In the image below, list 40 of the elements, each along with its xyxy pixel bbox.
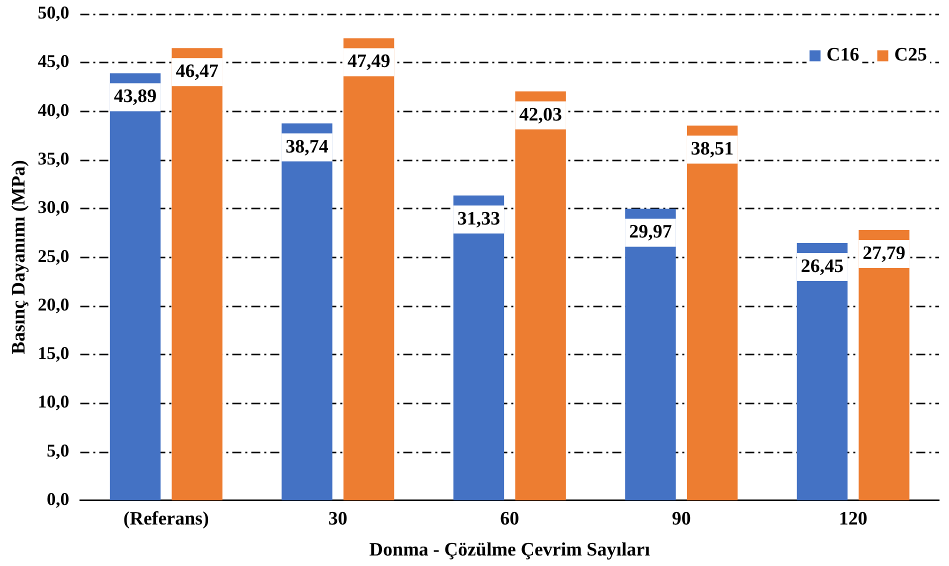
legend-label: C25 (894, 44, 928, 66)
data-label: 47,49 (347, 51, 390, 72)
bar (172, 48, 222, 500)
bar (453, 195, 504, 500)
data-label: 42,03 (519, 104, 562, 126)
y-tick-label: 45,0 (38, 51, 70, 72)
bar (515, 91, 566, 500)
x-axis-title: Donma - Çözülme Çevrim Sayıları (369, 540, 650, 561)
y-tick-label: 20,0 (38, 294, 70, 314)
bar (858, 230, 910, 500)
bar (282, 123, 332, 500)
y-tick-label: 15,0 (38, 343, 70, 364)
x-tick-label: 60 (500, 508, 520, 530)
bar (686, 126, 738, 500)
data-label: 27,79 (862, 242, 906, 264)
data-label: 31,33 (457, 208, 500, 230)
y-tick-label: 50,0 (38, 2, 70, 22)
x-tick-label: 90 (672, 508, 691, 530)
data-label: 29,97 (629, 222, 672, 243)
y-axis-title: Basınç Dayanımı (MPa) (8, 160, 30, 354)
data-label: 26,45 (800, 256, 844, 277)
data-label: 38,51 (690, 138, 734, 160)
y-tick-label: 35,0 (38, 148, 70, 168)
x-tick-label: 120 (838, 508, 868, 530)
data-label: 46,47 (176, 61, 219, 82)
y-tick-label: 10,0 (38, 392, 70, 412)
x-tick-label: 30 (328, 508, 348, 530)
bar (796, 242, 848, 500)
x-tick-label: (Referans) (123, 508, 209, 530)
bar (110, 73, 161, 500)
bar (343, 38, 394, 500)
bar (625, 208, 676, 500)
legend-label: C16 (826, 44, 860, 66)
data-label: 43,89 (114, 86, 157, 108)
y-tick-label: 30,0 (38, 197, 70, 218)
y-tick-label: 40,0 (38, 100, 70, 120)
data-label: 38,74 (286, 136, 329, 158)
y-tick-label: 25,0 (38, 246, 70, 266)
y-tick-label: 0,0 (46, 489, 70, 510)
y-tick-label: 5,0 (46, 440, 70, 460)
